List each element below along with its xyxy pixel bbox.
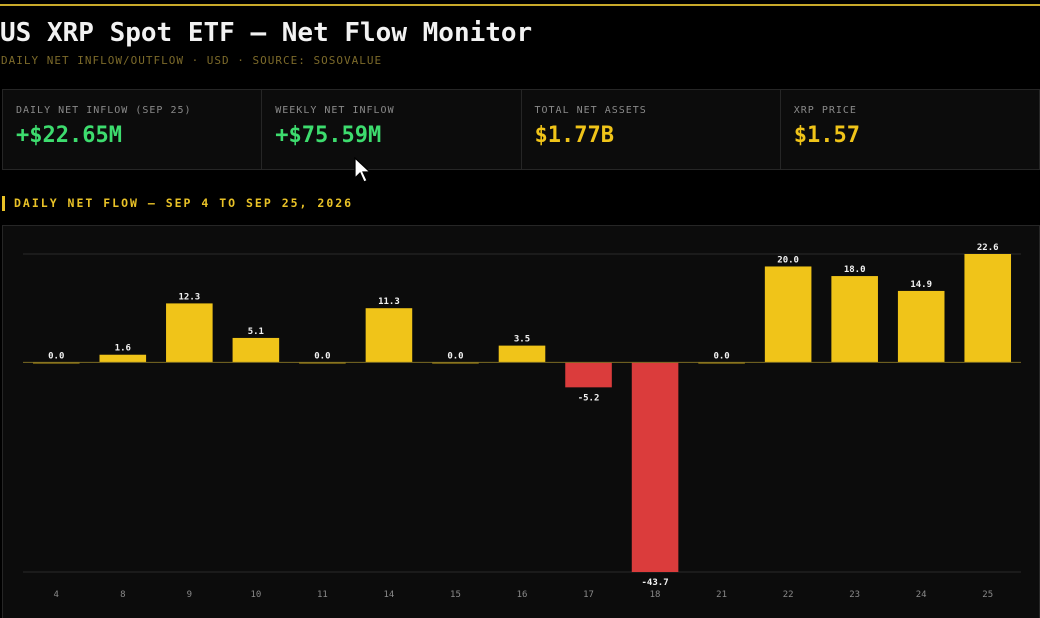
data-label: 0.0 bbox=[48, 351, 64, 361]
x-tick-label: 24 bbox=[916, 590, 927, 600]
x-tick-label: 15 bbox=[450, 590, 461, 600]
bar bbox=[631, 362, 679, 572]
x-tick-label: 18 bbox=[650, 590, 661, 600]
stat-label: TOTAL NET ASSETS bbox=[534, 105, 647, 116]
stats-row: DAILY NET INFLOW (SEP 25) +$22.65M WEEKL… bbox=[2, 89, 1040, 170]
data-label: 20.0 bbox=[777, 255, 799, 265]
data-label: 0.0 bbox=[713, 351, 729, 361]
bar bbox=[99, 354, 147, 363]
stat-xrp-price: XRP PRICE $1.57 bbox=[781, 90, 1039, 169]
data-label: -5.2 bbox=[578, 393, 600, 403]
page-title: US XRP Spot ETF — Net Flow Monitor bbox=[0, 18, 533, 48]
chart-panel: 0.0 1.6 12.3 5.1 0.0 11.3 0.0 3.5 -5.2 -43.7 0.0 20… bbox=[2, 225, 1040, 618]
data-label: 5.1 bbox=[248, 327, 264, 337]
top-accent-line bbox=[0, 4, 1040, 6]
data-label: 12.3 bbox=[178, 292, 200, 302]
stat-total-net-assets: TOTAL NET ASSETS $1.77B bbox=[522, 90, 781, 169]
bar bbox=[565, 362, 612, 388]
bar bbox=[831, 276, 878, 363]
data-label: 0.0 bbox=[314, 351, 330, 361]
data-label: -43.7 bbox=[642, 578, 669, 588]
x-tick-label: 17 bbox=[583, 590, 594, 600]
bar bbox=[498, 345, 546, 363]
stat-weekly-net-inflow: WEEKLY NET INFLOW +$75.59M bbox=[262, 90, 522, 169]
stat-value: +$75.59M bbox=[275, 123, 382, 148]
x-tick-label: 9 bbox=[187, 590, 192, 600]
x-tick-label: 4 bbox=[54, 590, 59, 600]
stat-value: $1.77B bbox=[534, 123, 614, 148]
bar bbox=[232, 337, 280, 363]
data-label: 0.0 bbox=[447, 351, 463, 361]
data-label: 14.9 bbox=[910, 280, 932, 290]
data-label: 18.0 bbox=[844, 265, 866, 275]
bar bbox=[764, 266, 812, 363]
x-tick-label: 23 bbox=[849, 590, 860, 600]
net-flow-bar-chart: 0.0 1.6 12.3 5.1 0.0 11.3 0.0 3.5 -5.2 -43.7 0.0 20… bbox=[23, 243, 1021, 600]
page-subtitle: DAILY NET INFLOW/OUTFLOW · USD · SOURCE:… bbox=[1, 54, 383, 67]
stat-label: WEEKLY NET INFLOW bbox=[275, 105, 395, 116]
stat-value: $1.57 bbox=[793, 123, 860, 148]
data-label: 22.6 bbox=[977, 243, 999, 253]
stat-value: +$22.65M bbox=[16, 123, 122, 148]
stat-daily-net-inflow: DAILY NET INFLOW (SEP 25) +$22.65M bbox=[3, 90, 263, 169]
data-label: 3.5 bbox=[514, 335, 530, 345]
bar bbox=[897, 290, 945, 363]
x-tick-label: 25 bbox=[982, 590, 993, 600]
x-tick-label: 11 bbox=[317, 590, 328, 600]
x-tick-label: 22 bbox=[783, 590, 794, 600]
stat-label: XRP PRICE bbox=[793, 105, 857, 116]
bar bbox=[166, 303, 213, 363]
x-tick-label: 8 bbox=[120, 590, 125, 600]
chart-section-title: DAILY NET FLOW — SEP 4 TO SEP 25, 2026 bbox=[2, 196, 353, 211]
x-tick-label: 10 bbox=[250, 590, 261, 600]
bar bbox=[365, 308, 413, 363]
x-tick-label: 16 bbox=[517, 590, 528, 600]
data-label: 11.3 bbox=[378, 297, 400, 307]
mouse-cursor-icon bbox=[354, 157, 372, 183]
bar bbox=[964, 254, 1012, 363]
x-tick-label: 21 bbox=[716, 590, 727, 600]
stat-label: DAILY NET INFLOW (SEP 25) bbox=[16, 105, 192, 116]
x-tick-label: 14 bbox=[384, 590, 395, 600]
data-label: 1.6 bbox=[115, 344, 131, 354]
